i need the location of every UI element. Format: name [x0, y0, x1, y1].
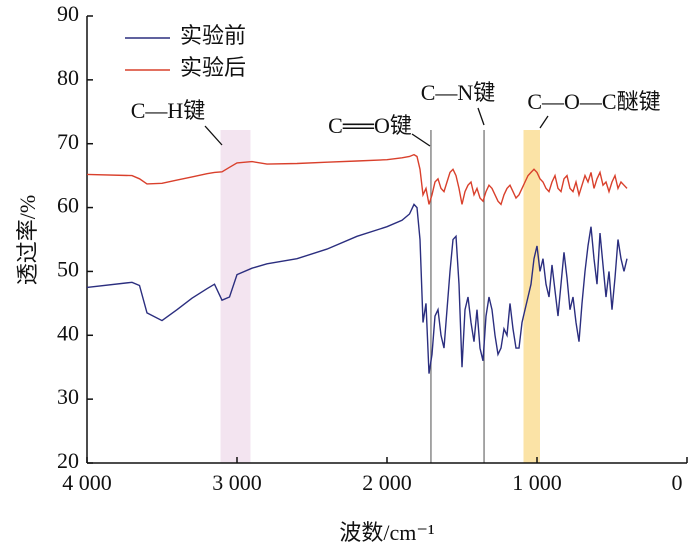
leader-line: [204, 125, 223, 146]
y-tick-label: 90: [57, 1, 79, 26]
x-tick-label: 0: [672, 470, 683, 495]
leader-line: [539, 115, 549, 129]
annotation-label: C—O—C醚键: [527, 89, 660, 114]
series-line: [86, 153, 628, 206]
y-tick-label: 20: [57, 448, 79, 473]
y-tick-label: 60: [57, 193, 79, 218]
x-tick-label: 3 000: [212, 470, 262, 495]
x-tick-label: 4 000: [62, 470, 112, 495]
x-tick-label: 1 000: [512, 470, 562, 495]
series-line: [86, 203, 628, 374]
y-tick-label: 40: [57, 320, 79, 345]
x-tick-label: 2 000: [362, 470, 412, 495]
annotation-label: C—H键: [131, 98, 206, 123]
y-tick-label: 70: [57, 129, 79, 154]
legend-label: 实验后: [180, 55, 246, 80]
highlight-band: [523, 130, 540, 463]
legend-label: 实验前: [180, 23, 246, 48]
leader-line: [411, 133, 431, 147]
annotation-label: C══O键: [328, 113, 412, 138]
leader-line: [477, 107, 485, 126]
y-tick-label: 50: [57, 256, 79, 281]
annotation-label: C—N键: [421, 80, 496, 105]
x-axis-label: 波数/cm⁻¹: [339, 520, 434, 545]
y-axis-label: 透过率/%: [15, 195, 40, 285]
y-tick-label: 30: [57, 384, 79, 409]
y-tick-label: 80: [57, 65, 79, 90]
highlight-band: [220, 130, 251, 463]
